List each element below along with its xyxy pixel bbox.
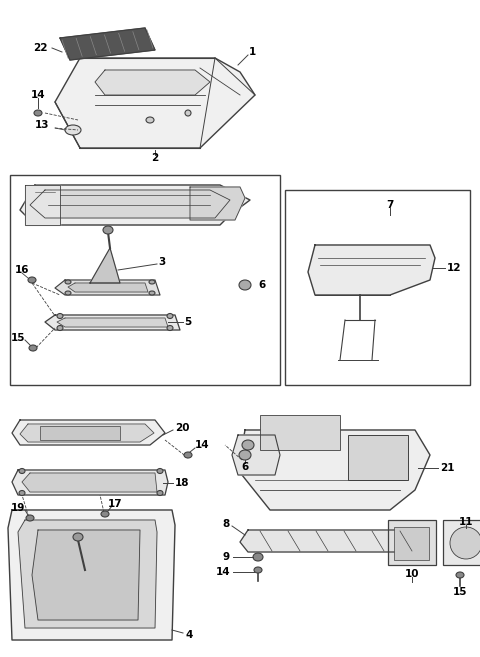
Text: 10: 10: [405, 569, 419, 579]
Bar: [285, 190, 470, 385]
Text: 6: 6: [258, 280, 265, 290]
Text: 15: 15: [11, 333, 25, 343]
Ellipse shape: [239, 450, 251, 460]
Text: 20: 20: [175, 423, 190, 433]
Text: 11: 11: [459, 517, 473, 527]
Polygon shape: [55, 58, 255, 148]
Text: 13: 13: [35, 120, 49, 130]
Ellipse shape: [19, 468, 25, 474]
Text: 3: 3: [158, 257, 166, 267]
Ellipse shape: [456, 572, 464, 578]
Polygon shape: [18, 520, 157, 628]
Polygon shape: [55, 280, 160, 295]
Ellipse shape: [157, 468, 163, 474]
Text: 16: 16: [15, 265, 29, 275]
Polygon shape: [12, 470, 168, 495]
Ellipse shape: [146, 117, 154, 123]
Bar: [260, 415, 340, 450]
Ellipse shape: [34, 110, 42, 116]
Polygon shape: [22, 473, 157, 492]
Text: 5: 5: [184, 317, 192, 327]
Text: 6: 6: [241, 462, 249, 472]
Ellipse shape: [254, 567, 262, 573]
Text: 18: 18: [175, 478, 190, 488]
Ellipse shape: [65, 280, 71, 284]
Ellipse shape: [157, 491, 163, 495]
Bar: [348, 435, 408, 480]
Polygon shape: [90, 248, 120, 283]
Text: 8: 8: [223, 519, 230, 529]
Polygon shape: [68, 283, 148, 292]
Text: 14: 14: [31, 90, 45, 100]
Polygon shape: [20, 424, 154, 442]
Bar: [388, 520, 436, 565]
Ellipse shape: [184, 452, 192, 458]
Ellipse shape: [57, 313, 63, 319]
Bar: [40, 426, 120, 440]
Text: 14: 14: [216, 567, 230, 577]
Ellipse shape: [28, 277, 36, 283]
Polygon shape: [190, 187, 245, 220]
Polygon shape: [60, 28, 155, 60]
Text: 2: 2: [151, 153, 158, 163]
Ellipse shape: [167, 313, 173, 319]
Text: 21: 21: [440, 463, 455, 473]
Ellipse shape: [149, 291, 155, 295]
Ellipse shape: [101, 511, 109, 517]
Bar: [394, 527, 429, 560]
Ellipse shape: [26, 515, 34, 521]
Ellipse shape: [450, 527, 480, 559]
Polygon shape: [20, 185, 250, 225]
Ellipse shape: [185, 110, 191, 116]
Bar: [10, 175, 280, 385]
Text: 19: 19: [11, 503, 25, 513]
Polygon shape: [8, 510, 175, 640]
Polygon shape: [45, 315, 180, 330]
Polygon shape: [232, 435, 280, 475]
Text: 17: 17: [108, 499, 122, 509]
Polygon shape: [308, 245, 435, 295]
Text: 4: 4: [185, 630, 192, 640]
Ellipse shape: [149, 280, 155, 284]
Polygon shape: [12, 420, 165, 445]
Polygon shape: [25, 185, 60, 225]
Text: 15: 15: [453, 587, 467, 597]
Ellipse shape: [29, 345, 37, 351]
Ellipse shape: [103, 226, 113, 234]
Ellipse shape: [73, 533, 83, 541]
Text: 7: 7: [386, 200, 394, 210]
Bar: [443, 520, 480, 565]
Ellipse shape: [57, 325, 63, 330]
Polygon shape: [57, 318, 168, 327]
Text: 22: 22: [33, 43, 47, 53]
Ellipse shape: [19, 491, 25, 495]
Text: 1: 1: [248, 47, 256, 57]
Text: 9: 9: [223, 552, 230, 562]
Ellipse shape: [239, 280, 251, 290]
Ellipse shape: [167, 325, 173, 330]
Polygon shape: [95, 70, 210, 95]
Polygon shape: [30, 190, 230, 218]
Polygon shape: [240, 530, 428, 552]
Text: 14: 14: [195, 440, 210, 450]
Polygon shape: [238, 430, 430, 510]
Ellipse shape: [242, 440, 254, 450]
Ellipse shape: [65, 125, 81, 135]
Text: 12: 12: [447, 263, 461, 273]
Polygon shape: [32, 530, 140, 620]
Ellipse shape: [253, 553, 263, 561]
Ellipse shape: [65, 291, 71, 295]
